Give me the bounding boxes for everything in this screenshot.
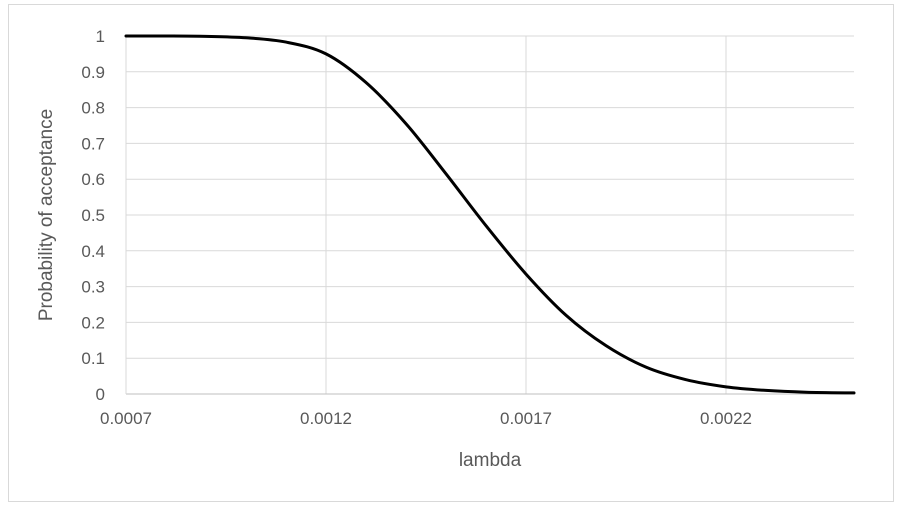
- y-tick-label: 0.2: [81, 313, 105, 332]
- y-tick-label: 0: [96, 385, 105, 404]
- x-tick-label: 0.0022: [700, 409, 752, 428]
- y-tick-label: 0.4: [81, 242, 105, 261]
- y-tick-label: 1: [96, 27, 105, 46]
- y-tick-label: 0.8: [81, 99, 105, 118]
- y-tick-label: 0.1: [81, 349, 105, 368]
- x-tick-label: 0.0012: [300, 409, 352, 428]
- y-axis-title: Probability of acceptance: [36, 109, 57, 321]
- line-chart: 00.10.20.30.40.50.60.70.80.91 0.0007 0.00…: [36, 27, 856, 471]
- y-tick-label: 0.5: [81, 206, 105, 225]
- x-axis-ticks: 0.0007 0.0012 0.0017 0.0022: [100, 409, 752, 428]
- y-tick-label: 0.7: [81, 134, 105, 153]
- chart-area: 0 0.1 0.2 0.3 0.4 0.5 0.6 0.7 0.8 0.9 1 0.0007 0.00…: [8, 4, 894, 502]
- series-layer: [124, 34, 856, 395]
- y-axis-ticks: 0 0.1 0.2 0.3 0.4 0.5 0.6 0.7 0.8 0.9 1: [81, 27, 105, 404]
- x-tick-label: 0.0007: [100, 409, 152, 428]
- x-axis-title: lambda: [459, 450, 522, 471]
- gridlines: [125, 35, 854, 395]
- x-tick-label: 0.0017: [500, 409, 552, 428]
- y-tick-label: 0.3: [81, 278, 105, 297]
- y-tick-label: 0.9: [81, 63, 105, 82]
- y-tick-label: 0.6: [81, 170, 105, 189]
- series-line: [124, 34, 856, 395]
